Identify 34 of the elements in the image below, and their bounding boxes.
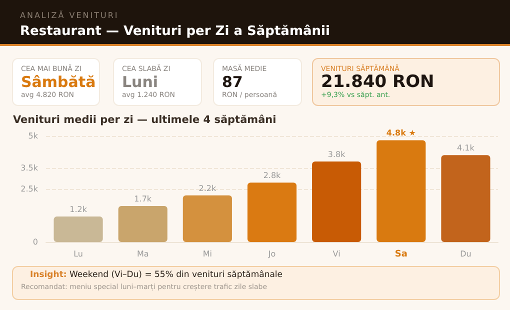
text: Luni bbox=[122, 73, 160, 91]
chart-title: Venituri medii per zi — ultimele 4 săptămâni bbox=[13, 114, 276, 126]
data-label: 3.8k bbox=[328, 150, 346, 159]
data-label: 2.2k bbox=[198, 184, 216, 193]
y-tick-label: 3.5k bbox=[20, 163, 38, 172]
data-label: 4.8k ★ bbox=[386, 128, 416, 138]
data-label: 2.8k bbox=[263, 171, 282, 180]
bar bbox=[54, 216, 103, 242]
x-tick-label: Lu bbox=[74, 250, 83, 258]
y-tick-label: 2.5k bbox=[20, 184, 38, 194]
data-label: 1.7k bbox=[134, 194, 152, 204]
bar bbox=[376, 140, 426, 242]
x-tick-label: Du bbox=[460, 250, 472, 258]
bar bbox=[441, 155, 490, 242]
bar bbox=[312, 161, 362, 242]
bar bbox=[182, 195, 232, 242]
x-tick-label: Sa bbox=[394, 250, 408, 260]
text: 21.840 RON bbox=[321, 72, 436, 92]
y-tick-label: 0 bbox=[32, 238, 38, 246]
text: Sâmbătă bbox=[21, 73, 96, 91]
x-tick-label: Mi bbox=[202, 250, 212, 258]
text: ANALIZĂ VENITURI bbox=[20, 11, 119, 20]
bar bbox=[247, 182, 297, 242]
text: Restaurant — Venituri per Zi a Săptămânii bbox=[20, 24, 330, 39]
x-tick-label: Vi bbox=[332, 250, 340, 258]
data-label: 4.1k bbox=[457, 144, 475, 153]
x-tick-label: Ma bbox=[136, 250, 149, 258]
data-label: 1.2k bbox=[70, 205, 88, 214]
text: Insight: bbox=[30, 270, 67, 280]
x-tick-label: Jo bbox=[267, 250, 276, 258]
bar bbox=[118, 206, 168, 242]
text: 87 bbox=[222, 73, 244, 91]
text: Weekend (Vi–Du) = 55% din venituri săptămânale bbox=[70, 270, 283, 280]
y-tick-label: 5k bbox=[28, 132, 38, 140]
